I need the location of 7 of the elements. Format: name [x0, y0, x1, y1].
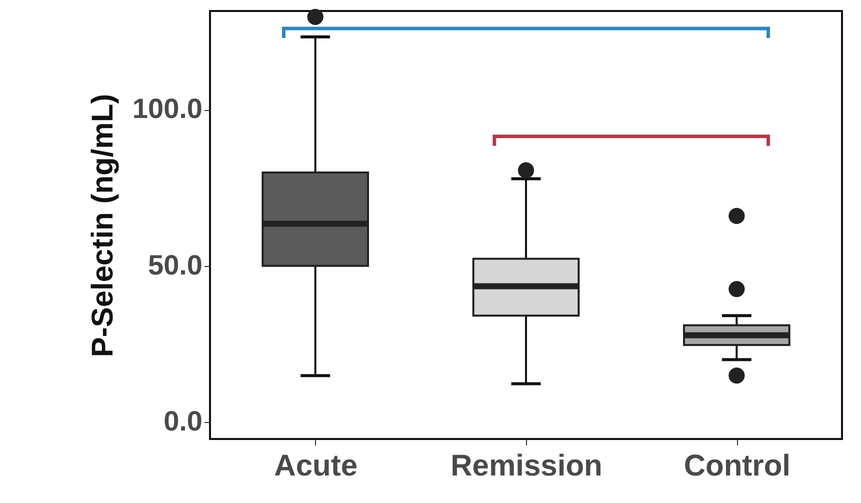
x-tick-label: Remission: [450, 450, 602, 482]
x-tick-label: Control: [684, 450, 790, 482]
y-tick-label: 0.0: [164, 406, 202, 437]
y-tick-label: 50.0: [148, 249, 202, 280]
y-tick-label: 100.0: [132, 93, 202, 124]
y-axis-title: P-Selectin (ng/mL): [86, 94, 120, 358]
x-tick-label: Acute: [274, 450, 358, 482]
